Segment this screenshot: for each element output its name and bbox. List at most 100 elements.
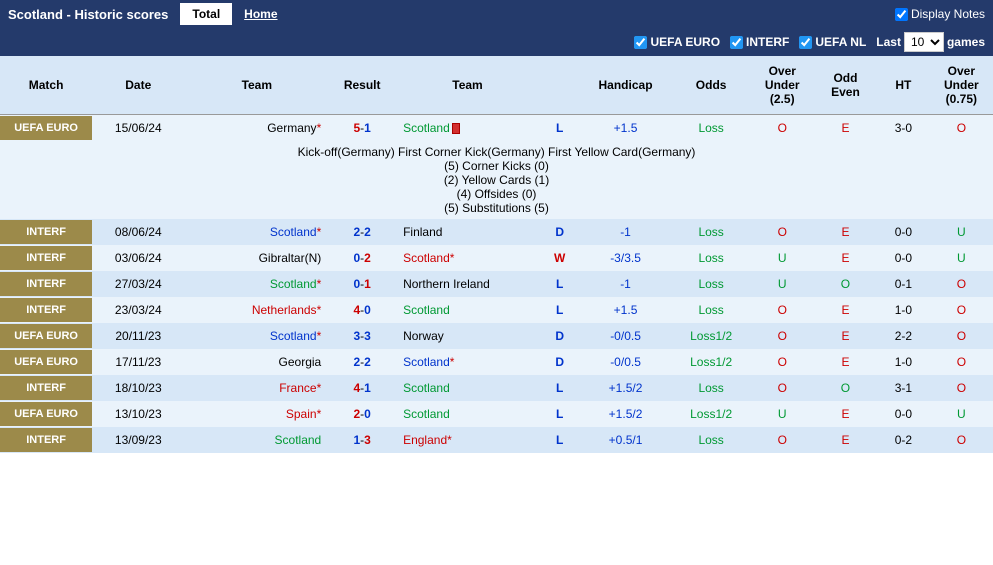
match-badge: INTERF xyxy=(0,428,92,452)
games-count-select[interactable]: 10 xyxy=(904,32,944,52)
table-body: UEFA EURO 15/06/24 Germany* 5-1 Scotland… xyxy=(0,115,993,454)
away-team[interactable]: Norway xyxy=(395,323,540,349)
filter-uefa-nl-checkbox[interactable] xyxy=(799,36,812,49)
score-cell[interactable]: 2-0 xyxy=(329,401,395,427)
odds-cell: Loss xyxy=(672,115,751,142)
last-games-filter: Last 10 games xyxy=(876,32,985,52)
handicap-cell: +1.5/2 xyxy=(579,375,671,401)
filter-uefa-nl-label: UEFA NL xyxy=(815,35,866,49)
table-row[interactable]: INTERF 18/10/23 France* 4-1 Scotland L +… xyxy=(0,375,993,401)
date-cell: 23/03/24 xyxy=(92,297,184,323)
home-team[interactable]: Netherlands* xyxy=(184,297,329,323)
table-row[interactable]: UEFA EURO 17/11/23 Georgia 2-2 Scotland*… xyxy=(0,349,993,375)
home-team[interactable]: Scotland* xyxy=(184,323,329,349)
ou25-cell: U xyxy=(751,245,814,271)
wld-cell: L xyxy=(540,427,580,453)
ht-cell: 0-0 xyxy=(877,401,930,427)
date-cell: 03/06/24 xyxy=(92,245,184,271)
ou075-cell: O xyxy=(930,375,993,401)
wld-cell: L xyxy=(540,375,580,401)
notes-cell: Kick-off(Germany) First Corner Kick(Germ… xyxy=(0,141,993,219)
date-cell: 15/06/24 xyxy=(92,115,184,142)
filter-uefa-euro-checkbox[interactable] xyxy=(634,36,647,49)
table-row[interactable]: INTERF 23/03/24 Netherlands* 4-0 Scotlan… xyxy=(0,297,993,323)
score-cell[interactable]: 0-2 xyxy=(329,245,395,271)
ht-cell: 3-0 xyxy=(877,115,930,142)
away-team[interactable]: Scotland xyxy=(395,297,540,323)
home-team[interactable]: Georgia xyxy=(184,349,329,375)
score-cell[interactable]: 4-1 xyxy=(329,375,395,401)
display-notes-checkbox[interactable] xyxy=(895,8,908,21)
home-team[interactable]: France* xyxy=(184,375,329,401)
away-team[interactable]: Scotland xyxy=(395,375,540,401)
table-row[interactable]: INTERF 08/06/24 Scotland* 2-2 Finland D … xyxy=(0,219,993,245)
away-team[interactable]: Scotland xyxy=(395,401,540,427)
handicap-cell: +1.5/2 xyxy=(579,401,671,427)
home-team[interactable]: Scotland xyxy=(184,427,329,453)
ht-cell: 0-0 xyxy=(877,219,930,245)
score-cell[interactable]: 2-2 xyxy=(329,349,395,375)
date-cell: 18/10/23 xyxy=(92,375,184,401)
score-cell[interactable]: 2-2 xyxy=(329,219,395,245)
filter-uefa-euro[interactable]: UEFA EURO xyxy=(634,35,720,49)
table-row[interactable]: UEFA EURO 20/11/23 Scotland* 3-3 Norway … xyxy=(0,323,993,349)
table-row[interactable]: UEFA EURO 15/06/24 Germany* 5-1 Scotland… xyxy=(0,115,993,142)
away-team[interactable]: Scotland* xyxy=(395,349,540,375)
ou25-cell: O xyxy=(751,219,814,245)
score-cell[interactable]: 5-1 xyxy=(329,115,395,142)
odds-cell: Loss1/2 xyxy=(672,401,751,427)
oddeven-cell: E xyxy=(814,349,877,375)
home-team[interactable]: Scotland* xyxy=(184,271,329,297)
odds-cell: Loss xyxy=(672,375,751,401)
ht-cell: 0-2 xyxy=(877,427,930,453)
handicap-cell: -0/0.5 xyxy=(579,323,671,349)
away-team[interactable]: Northern Ireland xyxy=(395,271,540,297)
filter-uefa-nl[interactable]: UEFA NL xyxy=(799,35,866,49)
away-team[interactable]: Scotland xyxy=(395,115,540,142)
oddeven-cell: E xyxy=(814,115,877,142)
table-row[interactable]: INTERF 27/03/24 Scotland* 0-1 Northern I… xyxy=(0,271,993,297)
match-badge: UEFA EURO xyxy=(0,324,92,348)
home-team[interactable]: Spain* xyxy=(184,401,329,427)
match-badge: INTERF xyxy=(0,272,92,296)
tab-home[interactable]: Home xyxy=(232,3,289,25)
table-row[interactable]: INTERF 03/06/24 Gibraltar(N) 0-2 Scotlan… xyxy=(0,245,993,271)
home-team[interactable]: Scotland* xyxy=(184,219,329,245)
col-ht: HT xyxy=(877,56,930,115)
ou075-cell: U xyxy=(930,219,993,245)
home-team[interactable]: Germany* xyxy=(184,115,329,142)
tab-total[interactable]: Total xyxy=(180,3,232,25)
oddeven-cell: O xyxy=(814,271,877,297)
col-ou075: Over Under (0.75) xyxy=(930,56,993,115)
col-ou25: Over Under (2.5) xyxy=(751,56,814,115)
filter-interf[interactable]: INTERF xyxy=(730,35,789,49)
score-cell[interactable]: 4-0 xyxy=(329,297,395,323)
red-card-icon xyxy=(452,123,460,134)
score-cell[interactable]: 3-3 xyxy=(329,323,395,349)
away-team[interactable]: Finland xyxy=(395,219,540,245)
table-row[interactable]: UEFA EURO 13/10/23 Spain* 2-0 Scotland L… xyxy=(0,401,993,427)
away-team[interactable]: England* xyxy=(395,427,540,453)
filter-interf-label: INTERF xyxy=(746,35,789,49)
away-team[interactable]: Scotland* xyxy=(395,245,540,271)
ou25-cell: O xyxy=(751,375,814,401)
handicap-cell: -3/3.5 xyxy=(579,245,671,271)
match-badge: INTERF xyxy=(0,246,92,270)
filter-bar: UEFA EURO INTERF UEFA NL Last 10 games xyxy=(0,28,993,56)
ht-cell: 1-0 xyxy=(877,297,930,323)
table-row[interactable]: INTERF 13/09/23 Scotland 1-3 England* L … xyxy=(0,427,993,453)
oddeven-cell: E xyxy=(814,323,877,349)
ou25-cell: O xyxy=(751,115,814,142)
filter-interf-checkbox[interactable] xyxy=(730,36,743,49)
wld-cell: W xyxy=(540,245,580,271)
score-cell[interactable]: 0-1 xyxy=(329,271,395,297)
score-cell[interactable]: 1-3 xyxy=(329,427,395,453)
odds-cell: Loss xyxy=(672,219,751,245)
oddeven-cell: E xyxy=(814,219,877,245)
handicap-cell: -1 xyxy=(579,271,671,297)
ou075-cell: O xyxy=(930,349,993,375)
home-team[interactable]: Gibraltar(N) xyxy=(184,245,329,271)
col-oddeven: Odd Even xyxy=(814,56,877,115)
display-notes-toggle[interactable]: Display Notes xyxy=(895,7,985,21)
ou25-cell: O xyxy=(751,427,814,453)
